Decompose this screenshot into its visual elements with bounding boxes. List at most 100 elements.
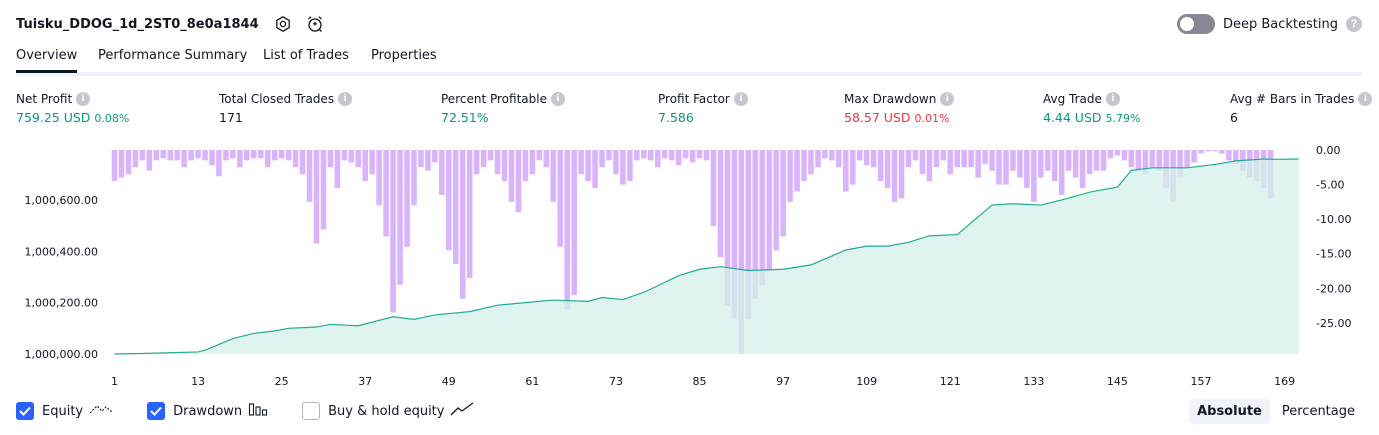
info-icon[interactable]: i [550,92,565,106]
drawdown-bar [738,150,745,354]
right-tick-label: 0.00 [1316,144,1341,157]
drawdown-bar [452,150,459,265]
drawdown-bar [968,150,974,168]
drawdown-bar [599,150,605,168]
legend-label: Buy & hold equity [328,403,445,419]
drawdown-bar [139,150,146,161]
strategy-title: Tuisku_DDOG_1d_2ST0_8e0a1844 [16,16,259,32]
deep-backtesting-toggle[interactable] [1176,14,1215,34]
drawdown-bar [522,150,529,182]
equity-checkbox[interactable] [16,402,34,420]
metric-value: 171 [219,110,243,125]
info-icon[interactable]: i [940,92,955,106]
drawdown-checkbox[interactable] [147,402,166,420]
drawdown-bar [996,150,1002,185]
drawdown-bar [1051,150,1058,182]
drawdown-bar [689,150,696,163]
drawdown-bar [961,150,967,168]
metric-label: Avg Trade [1043,92,1102,106]
x-tick-label: 13 [191,375,205,388]
drawdown-bar [787,150,793,202]
gear-icon[interactable] [273,14,293,34]
left-tick-label: 1,000,600.00 [25,194,98,207]
right-tick-label: -20.00 [1316,282,1351,295]
drawdown-bar [926,150,933,182]
drawdown-bar [146,150,153,171]
drawdown-bar [195,150,201,159]
drawdown-bar [954,150,961,168]
tab-list-of-trades[interactable]: List of Trades [263,48,349,63]
help-icon[interactable]: ? [1346,16,1362,32]
drawdown-bar [244,150,250,161]
legend-equity[interactable]: Equity [16,401,113,422]
drawdown-bar [1031,150,1037,202]
drawdown-bar [118,150,125,178]
drawdown-bar [125,150,132,175]
info-icon[interactable]: i [1105,92,1120,106]
deep-backtesting-label: Deep Backtesting [1222,16,1338,32]
drawdown-bar [564,150,570,310]
tab-overview[interactable]: Overview [16,48,78,73]
right-tick-label: -15.00 [1316,248,1351,261]
drawdown-bar [592,150,598,189]
x-tick-label: 85 [693,375,707,388]
drawdown-bar [620,150,626,185]
left-tick-label: 1,000,000.00 [25,348,98,361]
drawdown-bar [975,150,981,178]
drawdown-bar [863,150,870,166]
equity-drawdown-chart[interactable]: 1,000,000.00 1,000,200.00 1,000,400.00 1,00… [0,140,1379,392]
drawdown-bar [745,150,752,320]
left-tick-label: 1,000,200.00 [25,297,98,310]
drawdown-bar [940,150,947,161]
drawdown-bar [884,150,891,189]
legend-buy-hold-equity[interactable]: Buy & hold equity [302,401,474,422]
percentage-button[interactable]: Percentage [1281,403,1355,419]
drawdown-bar [473,150,480,175]
x-tick-label: 49 [442,375,456,388]
drawdown-bar [425,150,431,171]
info-icon[interactable]: i [733,92,748,106]
buy-hold-checkbox[interactable] [302,402,321,420]
absolute-button[interactable]: Absolute [1189,398,1270,424]
x-tick-label: 97 [776,375,790,388]
legend-label: Equity [42,403,84,419]
tab-properties[interactable]: Properties [371,48,437,63]
metric-label: Net Profit [16,92,73,106]
info-icon[interactable]: i [338,92,353,106]
drawdown-bar [1038,150,1044,178]
x-tick-label: 109 [856,375,877,388]
drawdown-bar [759,150,765,285]
alarm-clock-icon[interactable] [305,14,325,34]
x-tick-label: 1 [111,375,118,388]
drawdown-bar [362,150,368,182]
drawdown-bar [397,150,403,285]
drawdown-bar [1142,150,1149,175]
drawdown-bar [717,150,724,258]
legend-drawdown[interactable]: Drawdown [147,401,268,422]
drawdown-bar [446,150,452,251]
metric-percent: 5.79% [1105,112,1141,125]
drawdown-series [111,150,1274,354]
drawdown-bar [815,150,821,168]
tab-performance-summary[interactable]: Performance Summary [98,48,248,63]
x-tick-label: 73 [609,375,623,388]
drawdown-bar [1058,150,1065,195]
drawdown-bar [494,150,501,175]
drawdown-bar [466,150,473,278]
drawdown-bar [1093,150,1100,171]
info-icon[interactable]: i [1358,92,1373,106]
drawdown-bar [627,150,633,182]
drawdown-bar [1226,150,1232,161]
drawdown-bar [459,150,466,299]
drawdown-bar [432,150,438,163]
drawdown-bar [132,150,139,168]
x-tick-label: 157 [1191,375,1212,388]
drawdown-bar [1177,150,1183,178]
info-icon[interactable]: i [76,92,91,106]
metric-value: 4.44 USD [1043,110,1102,125]
drawdown-bar [515,150,522,213]
drawdown-bar [223,150,229,161]
drawdown-bar [1079,150,1086,189]
metric-net-profit: Net Profit i 759.25 USD 0.08% [16,92,129,125]
drawdown-bar [1024,150,1030,189]
